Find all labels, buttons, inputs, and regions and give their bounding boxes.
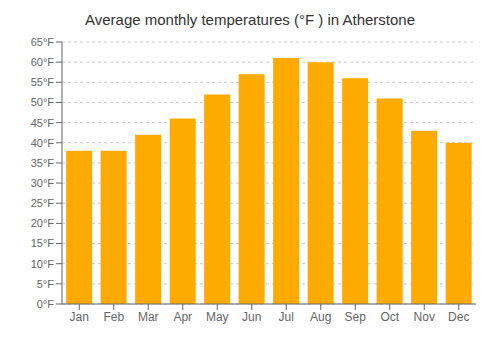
svg-text:20°F: 20°F [31, 217, 55, 229]
svg-text:60°F: 60°F [31, 56, 55, 68]
svg-text:5°F: 5°F [37, 278, 55, 290]
svg-text:Jan: Jan [70, 310, 89, 324]
svg-text:40°F: 40°F [31, 137, 55, 149]
svg-text:Jun: Jun [242, 310, 261, 324]
svg-text:0°F: 0°F [37, 298, 55, 310]
svg-text:Oct: Oct [380, 310, 399, 324]
svg-text:15°F: 15°F [31, 237, 55, 249]
svg-text:Sep: Sep [345, 310, 367, 324]
svg-text:Mar: Mar [138, 310, 159, 324]
svg-text:45°F: 45°F [31, 117, 55, 129]
svg-text:Nov: Nov [414, 310, 435, 324]
svg-text:Dec: Dec [448, 310, 469, 324]
svg-text:30°F: 30°F [31, 177, 55, 189]
html-text:Average monthly temperatures (: Average monthly temperatures (°F ) in At… [85, 11, 415, 28]
svg-text:50°F: 50°F [31, 96, 55, 108]
svg-text:Apr: Apr [173, 310, 192, 324]
svg-text:10°F: 10°F [31, 258, 55, 270]
svg-text:25°F: 25°F [31, 197, 55, 209]
svg-text:65°F: 65°F [31, 36, 55, 48]
svg-text:Feb: Feb [103, 310, 124, 324]
svg-text:35°F: 35°F [31, 157, 55, 169]
svg-text:Aug: Aug [310, 310, 331, 324]
svg-text:55°F: 55°F [31, 76, 55, 88]
svg-text:Jul: Jul [279, 310, 294, 324]
svg-text:May: May [206, 310, 229, 324]
